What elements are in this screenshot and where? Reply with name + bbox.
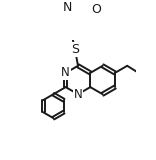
Text: N: N bbox=[63, 1, 72, 14]
Text: S: S bbox=[71, 43, 79, 56]
Text: N: N bbox=[74, 88, 82, 101]
Text: N: N bbox=[61, 66, 70, 79]
Text: O: O bbox=[91, 3, 101, 16]
